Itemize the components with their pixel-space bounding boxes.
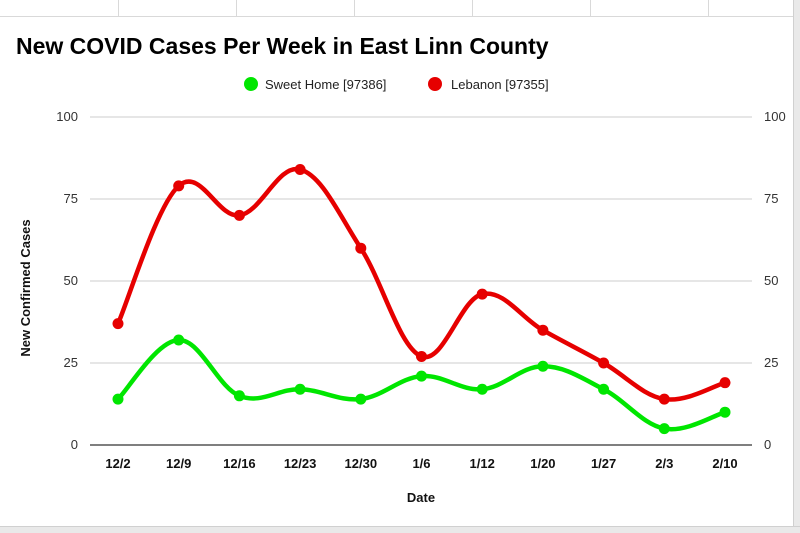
y-tick-label-left: 25 [64,355,78,370]
data-point-lebanon[interactable] [476,288,488,300]
series-layer[interactable] [112,163,731,435]
data-point-lebanon[interactable] [537,324,549,336]
y-tick-label-right: 50 [764,273,778,288]
x-tick-label: 12/16 [223,456,256,471]
data-point-lebanon[interactable] [294,163,306,175]
data-point-lebanon[interactable] [416,350,427,362]
y-tick-label-left: 50 [64,273,78,288]
y-tick-label-right: 25 [764,355,778,370]
data-point-sweet-home[interactable] [658,423,670,435]
data-point-sweet-home[interactable] [476,383,488,395]
x-tick-label: 1/12 [470,456,495,471]
y-tick-label-left: 100 [56,109,78,124]
column-divider [118,0,119,16]
x-tick-label: 1/6 [412,456,430,471]
x-axis-title: Date [407,490,435,505]
data-point-sweet-home[interactable] [294,383,306,395]
x-tick-label: 1/20 [530,456,555,471]
data-point-sweet-home[interactable] [173,334,185,346]
data-point-lebanon[interactable] [598,357,610,369]
legend-item-sweet-home[interactable]: Sweet Home [97386] [244,77,386,92]
y-tick-label-left: 0 [71,437,78,452]
spreadsheet-header-strip [0,0,800,17]
data-point-lebanon[interactable] [233,209,245,221]
y-tick-label-left: 75 [64,191,78,206]
x-axis: 12/2 12/9 12/16 12/23 12/30 1/6 1/12 1/20 1/27 2/… [105,456,737,471]
y-axis-left: 0 25 50 75 100 [56,109,78,452]
window-scroll-edge [793,0,800,533]
x-tick-label: 12/30 [345,456,378,471]
legend-marker-lebanon [428,77,442,91]
y-tick-label-right: 0 [764,437,771,452]
legend-item-lebanon[interactable]: Lebanon [97355] [428,77,549,92]
data-point-lebanon[interactable] [355,242,367,254]
data-point-sweet-home[interactable] [537,360,549,372]
data-point-sweet-home[interactable] [355,393,367,405]
y-tick-label-right: 75 [764,191,778,206]
gridlines [90,116,752,446]
x-tick-label: 2/3 [655,456,673,471]
x-tick-label: 12/23 [284,456,317,471]
legend-label-lebanon: Lebanon [97355] [451,77,549,92]
data-point-sweet-home[interactable] [112,393,124,405]
series-sweet-home[interactable] [112,334,731,435]
column-divider [354,0,355,16]
data-point-sweet-home[interactable] [719,406,731,418]
column-divider [708,0,709,16]
column-divider [590,0,591,16]
legend-label-sweet-home: Sweet Home [97386] [265,77,386,92]
data-point-lebanon[interactable] [719,377,731,389]
chart-title: New COVID Cases Per Week in East Linn Co… [16,33,549,59]
y-axis-right: 0 25 50 75 100 [764,109,786,452]
data-point-lebanon[interactable] [112,318,124,330]
column-divider [236,0,237,16]
data-point-lebanon[interactable] [658,393,670,405]
x-tick-label: 12/2 [105,456,130,471]
legend-marker-sweet-home [244,77,258,91]
y-axis-title: New Confirmed Cases [18,219,33,356]
window-bottom-edge [0,526,800,533]
x-tick-label: 12/9 [166,456,191,471]
y-tick-label-right: 100 [764,109,786,124]
data-point-sweet-home[interactable] [416,370,427,382]
series-lebanon[interactable] [112,163,731,405]
data-point-sweet-home[interactable] [598,383,610,395]
legend[interactable]: Sweet Home [97386] Lebanon [97355] [244,77,549,92]
x-tick-label: 2/10 [712,456,737,471]
data-point-sweet-home[interactable] [233,390,245,402]
data-point-lebanon[interactable] [173,180,185,192]
x-tick-label: 1/27 [591,456,616,471]
column-divider [472,0,473,16]
